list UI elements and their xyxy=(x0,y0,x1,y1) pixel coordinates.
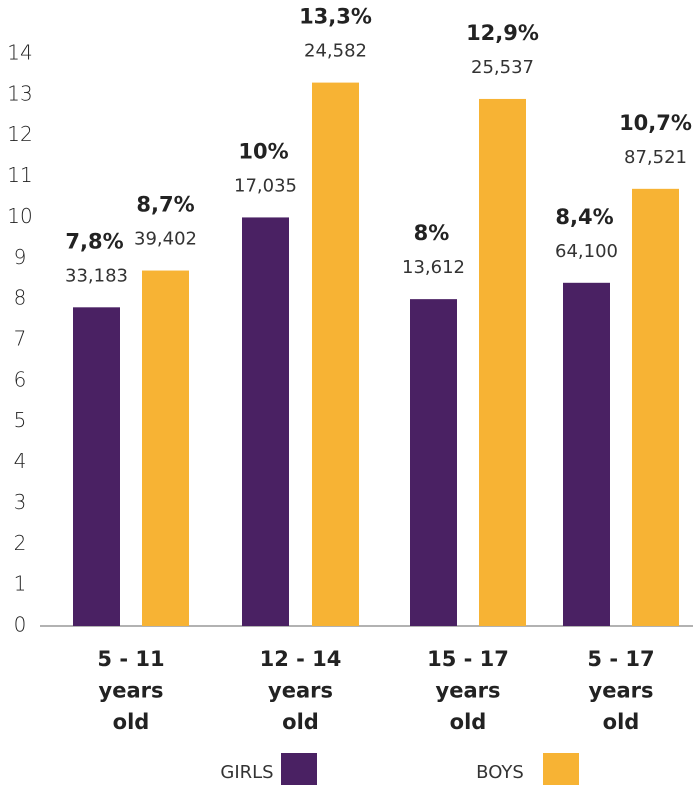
value-label: 13,3% xyxy=(299,5,372,29)
y-tick-label: 13 xyxy=(7,81,32,105)
x-tick-label: 5 - 17 xyxy=(587,647,654,671)
value-label: 12,9% xyxy=(466,21,539,45)
x-tick-label: years xyxy=(436,679,501,703)
legend-swatch xyxy=(543,753,579,785)
y-tick-label: 7 xyxy=(14,327,27,351)
bar xyxy=(410,299,457,626)
count-label: 25,537 xyxy=(471,57,534,78)
count-label: 87,521 xyxy=(624,147,687,168)
bar xyxy=(312,82,359,627)
bar xyxy=(142,270,189,626)
bar xyxy=(479,98,526,626)
y-tick-label: 6 xyxy=(14,367,27,391)
count-label: 39,402 xyxy=(134,229,197,250)
value-label: 8% xyxy=(414,221,450,245)
count-label: 33,183 xyxy=(65,265,128,286)
y-tick-label: 9 xyxy=(14,245,27,269)
x-tick-label: old xyxy=(603,710,640,734)
y-tick-label: 14 xyxy=(7,41,32,65)
count-label: 24,582 xyxy=(304,41,367,62)
x-tick-label: years xyxy=(99,679,164,703)
y-tick-label: 8 xyxy=(14,286,27,310)
bar xyxy=(242,217,289,626)
legend-swatch xyxy=(281,753,317,785)
x-tick-label: old xyxy=(450,710,487,734)
legend-label: BOYS xyxy=(476,762,524,783)
y-tick-label: 0 xyxy=(14,613,27,637)
value-label: 7,8% xyxy=(65,229,123,253)
x-tick-label: 15 - 17 xyxy=(427,647,509,671)
value-label: 8,7% xyxy=(136,193,194,217)
x-tick-label: 5 - 11 xyxy=(97,647,164,671)
count-label: 17,035 xyxy=(234,175,297,196)
value-label: 10,7% xyxy=(619,111,692,135)
y-tick-label: 10 xyxy=(7,204,32,228)
y-tick-label: 5 xyxy=(14,408,27,432)
value-label: 8,4% xyxy=(555,205,613,229)
count-label: 13,612 xyxy=(402,257,465,278)
legend-label: GIRLS xyxy=(220,762,273,783)
bar xyxy=(73,307,120,626)
y-tick-label: 4 xyxy=(14,449,27,473)
value-label: 10% xyxy=(238,139,288,163)
x-tick-label: old xyxy=(282,710,319,734)
count-label: 64,100 xyxy=(555,241,618,262)
y-tick-label: 1 xyxy=(14,572,27,596)
y-tick-label: 12 xyxy=(7,122,32,146)
y-tick-label: 3 xyxy=(14,490,27,514)
bar xyxy=(632,188,679,627)
x-tick-label: 12 - 14 xyxy=(260,647,342,671)
x-tick-label: years xyxy=(589,679,654,703)
y-tick-label: 11 xyxy=(7,163,32,187)
x-tick-label: old xyxy=(113,710,150,734)
x-tick-label: years xyxy=(268,679,333,703)
y-tick-label: 2 xyxy=(14,531,27,555)
bar xyxy=(563,282,610,626)
